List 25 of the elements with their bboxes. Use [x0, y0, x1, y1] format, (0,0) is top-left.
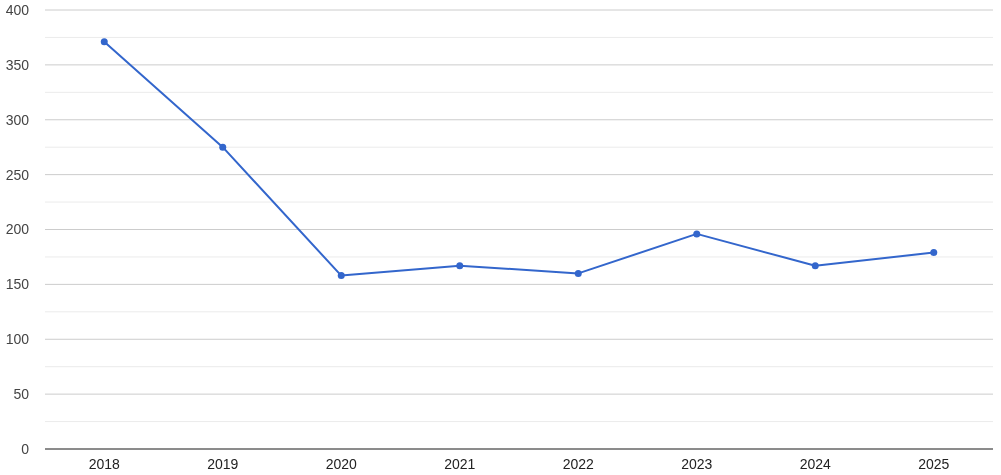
x-tick-label: 2023 — [681, 456, 713, 472]
y-tick-label: 200 — [5, 221, 30, 238]
point — [574, 269, 582, 277]
x-tick-label: 2020 — [325, 456, 358, 472]
x-tick-label: 2019 — [207, 456, 239, 472]
point — [930, 249, 938, 257]
y-tick-label: 300 — [5, 111, 30, 128]
point — [811, 262, 819, 270]
y-tick-label: 150 — [5, 276, 30, 293]
x-tick-label: 2024 — [799, 456, 832, 472]
y-tick-label: 350 — [5, 56, 30, 73]
x-tick-label: 2021 — [444, 456, 476, 472]
y-tick-label: 50 — [13, 386, 30, 403]
y-tick-label: 0 — [21, 440, 30, 457]
y-tick-label: 250 — [5, 166, 30, 183]
point — [693, 230, 701, 238]
x-tick-label: 2022 — [562, 456, 595, 472]
point — [456, 262, 464, 270]
x-tick-label: 2025 — [918, 456, 950, 472]
x-tick-label: 2018 — [88, 456, 121, 472]
y-tick-label: 400 — [5, 1, 30, 18]
point — [100, 38, 108, 46]
point — [337, 272, 345, 280]
point — [219, 143, 227, 151]
y-tick-label: 100 — [5, 331, 30, 348]
